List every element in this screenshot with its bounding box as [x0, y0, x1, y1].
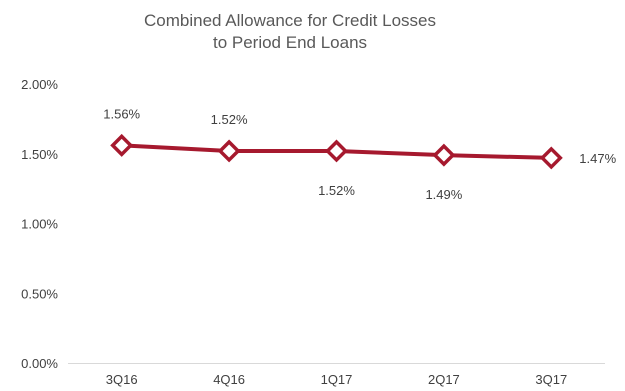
- series-group: 1.56% 1.52% 1.52% 1.49% 1.47%: [103, 106, 616, 202]
- y-tick-label: 0.50%: [21, 286, 58, 301]
- axes: 0.00% 0.50% 1.00% 1.50% 2.00% 3Q16 4Q16 1Q17 2Q1…: [21, 77, 605, 387]
- x-tick-label: 2Q17: [428, 372, 460, 387]
- y-tick-label: 1.50%: [21, 147, 58, 162]
- y-tick-label: 1.00%: [21, 217, 58, 232]
- x-tick-label: 4Q16: [213, 372, 245, 387]
- data-point-marker: [325, 139, 348, 163]
- chart-title-line-1: Combined Allowance for Credit Losses: [144, 11, 436, 30]
- y-tick-label: 2.00%: [21, 77, 58, 92]
- data-label: 1.49%: [425, 187, 462, 202]
- x-tick-label: 3Q17: [535, 372, 567, 387]
- chart-title-line-2: to Period End Loans: [213, 33, 367, 52]
- x-tick-label: 3Q16: [106, 372, 138, 387]
- data-point-marker: [432, 143, 456, 167]
- data-label: 1.47%: [579, 151, 616, 166]
- data-label: 1.52%: [211, 112, 248, 127]
- x-tick-label: 1Q17: [321, 372, 353, 387]
- y-tick-label: 0.00%: [21, 356, 58, 371]
- data-point-marker: [110, 133, 134, 157]
- data-point-marker: [217, 139, 241, 163]
- data-label: 1.52%: [318, 183, 355, 198]
- data-point-marker: [539, 146, 563, 170]
- data-label: 1.56%: [103, 106, 140, 121]
